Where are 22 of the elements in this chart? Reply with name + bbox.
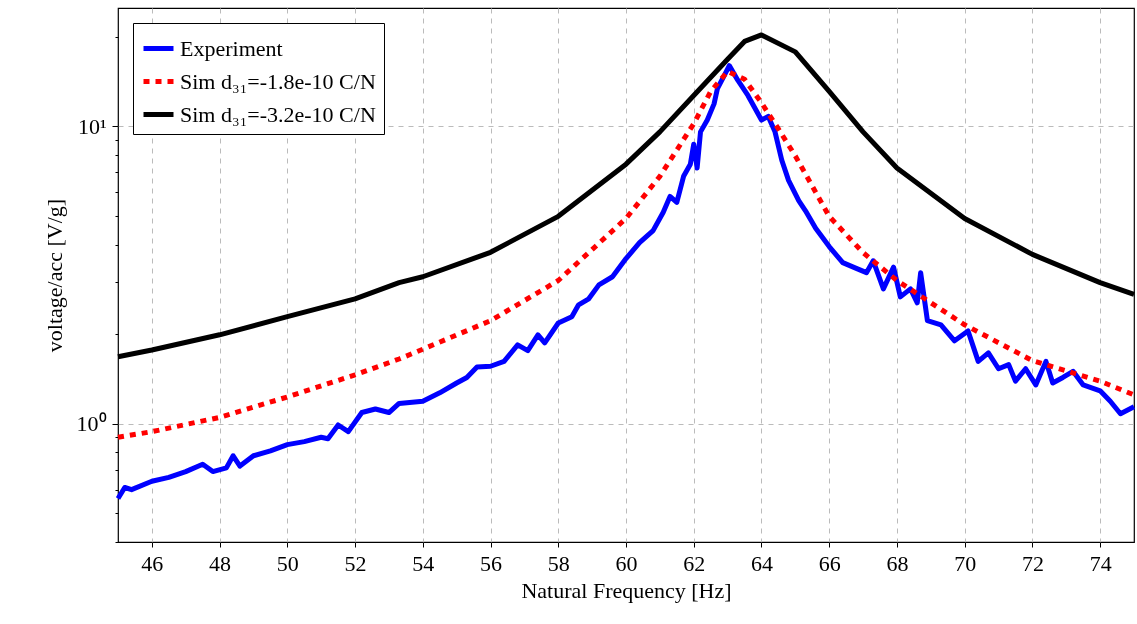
x-tick-label: 56	[480, 550, 503, 576]
legend-label: Sim d₃₁=-3.2e-10 C/N	[180, 101, 376, 127]
legend-label: Sim d₃₁=-1.8e-10 C/N	[180, 68, 376, 94]
y-tick-label: 10¹	[77, 113, 107, 139]
x-tick-label: 64	[750, 550, 773, 576]
x-tick-label: 58	[547, 550, 570, 576]
x-tick-label: 48	[209, 550, 232, 576]
x-tick-label: 52	[344, 550, 367, 576]
x-tick-label: 68	[886, 550, 909, 576]
x-axis-title: Natural Frequency [Hz]	[521, 577, 732, 603]
x-tick-label: 66	[818, 550, 841, 576]
x-tick-label: 70	[954, 550, 977, 576]
x-tick-label: 74	[1089, 550, 1112, 576]
x-tick-label: 54	[412, 550, 435, 576]
legend-label: Experiment	[180, 35, 283, 61]
x-tick-label: 62	[683, 550, 706, 576]
x-tick-label: 50	[276, 550, 299, 576]
x-tick-label: 60	[615, 550, 638, 576]
x-tick-label: 46	[141, 550, 164, 576]
y-tick-label: 10⁰	[76, 411, 107, 437]
x-tick-label: 72	[1021, 550, 1044, 576]
y-axis-title: voltage/acc [V/g]	[41, 198, 67, 353]
